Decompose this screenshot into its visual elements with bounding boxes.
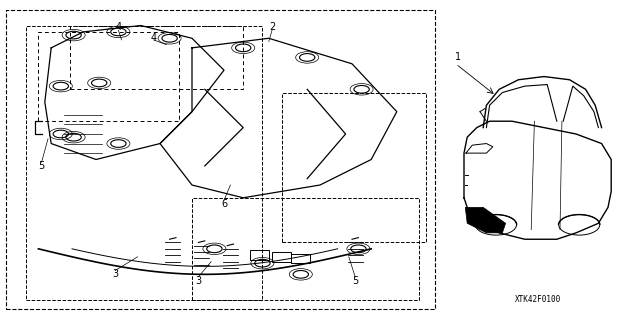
Text: XTK42F0100: XTK42F0100 bbox=[515, 295, 561, 304]
Bar bbox=[192, 198, 419, 300]
Bar bbox=[26, 26, 262, 300]
Bar bbox=[272, 252, 291, 262]
Bar bbox=[282, 93, 426, 242]
Text: 2: 2 bbox=[269, 22, 275, 32]
Text: 3: 3 bbox=[195, 276, 202, 286]
Text: 5: 5 bbox=[352, 276, 358, 286]
Text: 1: 1 bbox=[454, 52, 461, 63]
Bar bbox=[6, 10, 435, 309]
Bar bbox=[250, 250, 269, 260]
Bar bbox=[38, 32, 179, 121]
Text: 5: 5 bbox=[38, 161, 45, 171]
Text: 3: 3 bbox=[112, 269, 118, 279]
Polygon shape bbox=[465, 207, 506, 233]
Text: 4: 4 bbox=[150, 33, 157, 43]
Text: 6: 6 bbox=[221, 199, 227, 209]
Bar bbox=[291, 254, 310, 263]
Bar bbox=[70, 26, 243, 89]
Text: 4: 4 bbox=[115, 22, 122, 32]
